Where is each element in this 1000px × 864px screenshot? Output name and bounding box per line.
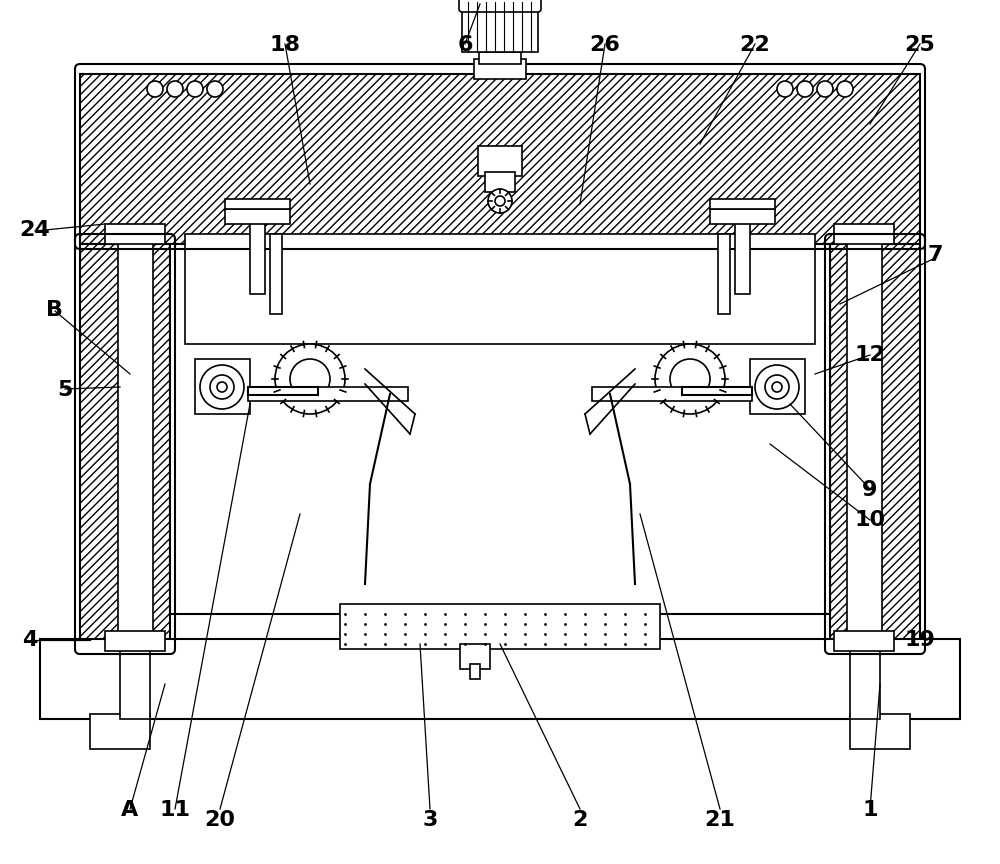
Bar [340, 604, 660, 649]
Bar [474, 59, 526, 79]
FancyBboxPatch shape [459, 0, 541, 12]
Circle shape [772, 382, 782, 392]
Circle shape [210, 375, 234, 399]
Text: 11: 11 [160, 800, 190, 820]
Text: 12: 12 [855, 345, 885, 365]
Text: 19: 19 [905, 630, 935, 650]
Text: A: A [121, 800, 139, 820]
Bar [225, 209, 290, 224]
Text: 24: 24 [20, 220, 50, 240]
Circle shape [765, 375, 789, 399]
Circle shape [797, 81, 813, 97]
Text: 21: 21 [705, 810, 735, 830]
Text: 1: 1 [862, 800, 878, 820]
Circle shape [275, 344, 345, 414]
Bar [834, 631, 894, 651]
Bar [118, 239, 153, 639]
Circle shape [670, 359, 710, 399]
Bar [478, 146, 522, 176]
Circle shape [655, 344, 725, 414]
Bar [592, 387, 752, 401]
Text: 2: 2 [572, 810, 588, 830]
Circle shape [488, 189, 512, 213]
Bar [105, 224, 165, 244]
Text: 25: 25 [905, 35, 935, 55]
Bar [462, 2, 538, 52]
Circle shape [290, 359, 330, 399]
Bar [850, 714, 910, 749]
Bar [248, 387, 408, 401]
Text: B: B [46, 300, 64, 320]
Bar [830, 244, 920, 644]
Bar [847, 239, 882, 639]
Bar [750, 359, 805, 414]
Bar [735, 214, 750, 294]
Bar [485, 172, 515, 192]
Bar [250, 214, 265, 294]
Circle shape [495, 196, 505, 206]
Bar [40, 639, 960, 719]
Bar [834, 224, 894, 244]
Bar [710, 199, 775, 209]
Bar [850, 639, 880, 719]
Bar [225, 199, 290, 209]
Bar [270, 234, 282, 314]
Text: 5: 5 [57, 380, 73, 400]
Circle shape [777, 81, 793, 97]
Text: 6: 6 [457, 35, 473, 55]
Bar [710, 209, 775, 224]
Circle shape [167, 81, 183, 97]
Bar [80, 244, 170, 644]
Circle shape [187, 81, 203, 97]
Text: 10: 10 [854, 510, 886, 530]
Circle shape [147, 81, 163, 97]
Bar [105, 631, 165, 651]
Text: 4: 4 [22, 630, 38, 650]
Text: 3: 3 [422, 810, 438, 830]
Bar [718, 234, 730, 314]
Text: 26: 26 [590, 35, 620, 55]
Bar [195, 359, 250, 414]
Text: 20: 20 [205, 810, 236, 830]
Circle shape [817, 81, 833, 97]
Bar [470, 664, 480, 679]
Circle shape [207, 81, 223, 97]
Bar [248, 387, 318, 395]
Bar [682, 387, 752, 395]
Text: 22: 22 [740, 35, 770, 55]
Text: 9: 9 [862, 480, 878, 500]
Bar [90, 714, 150, 749]
Text: 18: 18 [270, 35, 300, 55]
Bar [479, 52, 521, 64]
Bar [170, 244, 830, 614]
Text: 7: 7 [927, 245, 943, 265]
Circle shape [217, 382, 227, 392]
Bar [460, 644, 490, 669]
Bar [80, 74, 920, 244]
Bar [120, 639, 150, 719]
Circle shape [837, 81, 853, 97]
Circle shape [200, 365, 244, 409]
Circle shape [755, 365, 799, 409]
Bar [185, 234, 815, 344]
